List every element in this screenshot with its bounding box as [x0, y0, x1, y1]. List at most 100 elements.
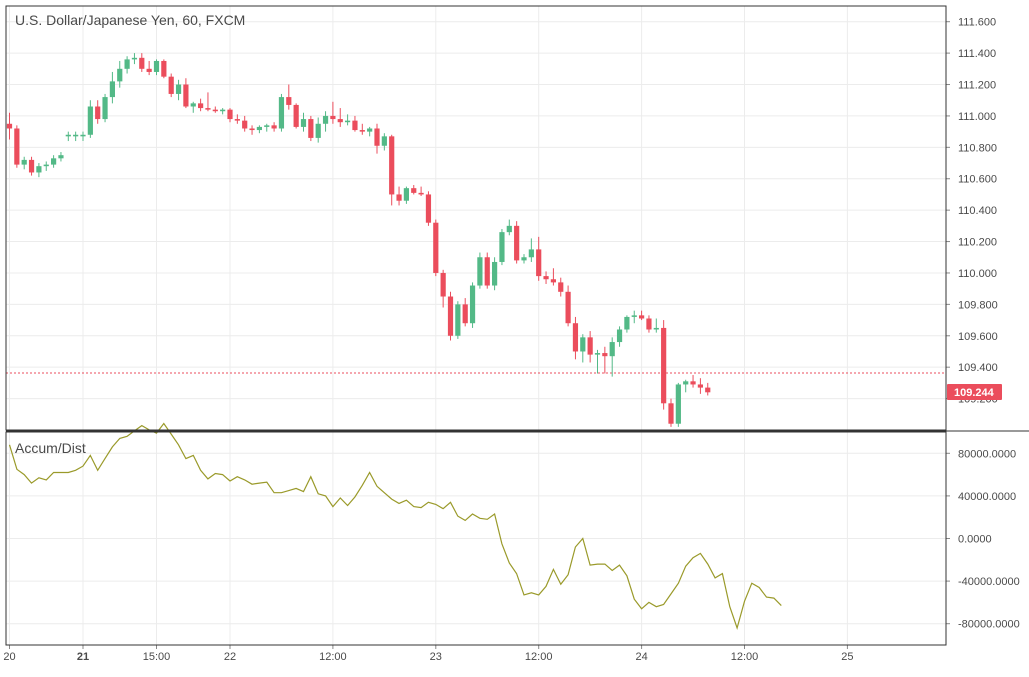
candle-body	[359, 130, 365, 132]
candle-body	[580, 337, 586, 352]
candle-body	[95, 106, 101, 120]
price-tick-label: 110.000	[958, 268, 997, 280]
price-tick-label: 111.000	[958, 111, 996, 123]
candle-body	[153, 60, 160, 72]
candle-body	[227, 109, 233, 120]
candle-body	[65, 134, 71, 137]
ad-tick-label: -40000.0000	[958, 576, 1020, 588]
candle-body	[697, 384, 703, 388]
candle-body	[43, 164, 49, 167]
candle-body	[367, 128, 373, 132]
candle-body	[87, 106, 93, 135]
price-tick-label: 109.400	[958, 362, 998, 374]
price-tick-label: 109.600	[958, 331, 998, 343]
candle-body	[389, 136, 395, 195]
candle-body	[58, 155, 64, 159]
candle-body	[550, 279, 556, 283]
candle-body	[322, 115, 329, 124]
candle-body	[256, 126, 262, 131]
time-tick-label: 23	[430, 651, 442, 663]
candle-body	[161, 60, 167, 77]
candle-body	[345, 120, 351, 123]
time-tick-label: 24	[635, 651, 647, 663]
candle-body	[683, 381, 689, 385]
price-tick-label: 110.200	[958, 237, 997, 249]
candle-body	[594, 353, 601, 355]
price-tick-label: 111.200	[958, 80, 996, 92]
ad-series-line	[8, 422, 782, 631]
time-tick-label: 22	[224, 651, 236, 663]
price-tick-label: 110.400	[958, 205, 997, 217]
candle-body	[646, 318, 652, 330]
main-pane-border	[5, 5, 947, 431]
time-axis[interactable]: 20 21 15:00 22 12:00 23 12:00 24 12:00 25	[3, 645, 854, 663]
candle-body	[536, 249, 542, 277]
candle-body	[271, 125, 277, 129]
candle-body	[639, 315, 645, 319]
candle-body	[286, 97, 292, 105]
candle-body	[36, 166, 42, 173]
pane-borders	[5, 5, 1029, 646]
candle-body	[131, 57, 138, 60]
candle-body	[411, 188, 417, 193]
price-axis[interactable]: 111.600 111.400 111.200 111.000 110.800 110.6…	[946, 17, 1002, 406]
accum-dist-line	[8, 422, 782, 631]
candle-body	[293, 104, 299, 127]
candle-body	[374, 128, 380, 146]
candle-body	[565, 291, 571, 324]
candle-body	[462, 304, 468, 324]
candle-body	[447, 296, 454, 336]
last-price-label: 109.244	[954, 387, 995, 399]
candle-body	[624, 316, 630, 330]
grid-lines	[6, 6, 946, 645]
candle-body	[249, 128, 255, 131]
candle-body	[330, 115, 336, 120]
candle-body	[183, 84, 189, 107]
candle-body	[117, 68, 123, 82]
main-chart-title: U.S. Dollar/Japanese Yen, 60, FXCM	[15, 12, 245, 28]
candle-body	[602, 353, 608, 357]
candle-body	[521, 257, 527, 261]
candle-body	[499, 232, 505, 262]
candle-body	[308, 119, 314, 138]
candle-body	[21, 159, 27, 165]
candle-body	[587, 337, 593, 355]
candle-body	[469, 285, 476, 324]
price-candles	[6, 53, 711, 427]
candle-body	[668, 403, 674, 424]
candle-body	[315, 123, 321, 138]
candle-body	[514, 225, 520, 261]
candle-body	[661, 327, 667, 404]
candle-body	[543, 276, 549, 280]
time-tick-label: 12:00	[525, 651, 553, 663]
candle-body	[558, 282, 564, 292]
candle-body	[609, 342, 615, 357]
price-tick-label: 110.600	[958, 174, 997, 186]
candle-body	[146, 68, 152, 72]
candle-body	[14, 128, 20, 165]
candle-body	[80, 134, 86, 137]
candle-body	[264, 125, 270, 127]
candle-body	[278, 97, 285, 129]
time-tick-label: 15:00	[143, 651, 171, 663]
time-tick-label: 25	[841, 651, 853, 663]
candle-body	[572, 323, 579, 352]
candle-body	[337, 119, 343, 123]
candle-body	[28, 159, 35, 173]
candle-body	[425, 194, 432, 223]
last-price-badge	[947, 384, 1002, 400]
candle-body	[190, 103, 196, 107]
candle-body	[484, 257, 490, 286]
candle-body	[616, 329, 623, 343]
candle-body	[198, 103, 204, 109]
ad-axis[interactable]: 80000.0000 40000.0000 0.0000 -40000.0000 -80…	[946, 448, 1020, 631]
candle-body	[73, 134, 79, 137]
price-tick-label: 109.800	[958, 299, 998, 311]
candle-body	[300, 119, 307, 127]
candle-body	[418, 192, 424, 195]
candle-body	[139, 57, 145, 69]
candle-body	[109, 81, 115, 98]
candle-body	[690, 381, 696, 385]
